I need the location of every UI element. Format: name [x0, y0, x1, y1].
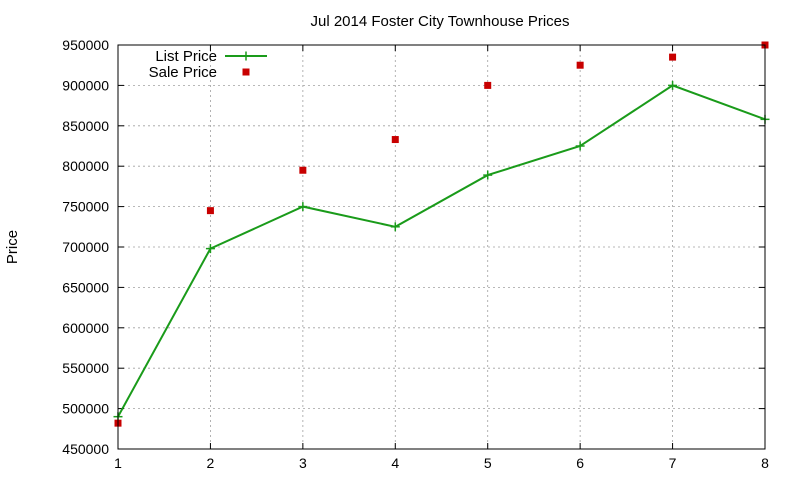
plot-frame	[117, 44, 766, 450]
y-tick-label: 550000	[62, 360, 109, 376]
list-price-point	[668, 80, 678, 90]
y-tick-label: 950000	[62, 37, 109, 53]
sale-price-point	[669, 53, 677, 61]
legend-label-sale-price: Sale Price	[149, 64, 217, 81]
x-tick-label: 3	[299, 455, 307, 471]
sale-price-point	[391, 136, 399, 144]
list-price-point	[483, 170, 493, 180]
sale-price-point	[299, 166, 307, 174]
sale-price-point	[206, 207, 214, 215]
sale-price-point	[576, 61, 584, 69]
list-price-point	[390, 222, 400, 232]
y-tick-label: 750000	[62, 199, 109, 215]
sale-price-point	[484, 81, 492, 89]
x-tick-label: 4	[391, 455, 399, 471]
y-tick-label: 500000	[62, 401, 109, 417]
y-tick-label: 650000	[62, 279, 109, 295]
x-tick-label: 7	[669, 455, 677, 471]
x-tick-label: 5	[484, 455, 492, 471]
y-tick-label: 450000	[62, 441, 109, 457]
x-tick-label: 1	[114, 455, 122, 471]
axis-ticks: 450000 500000 550000 600000 650000 700000 7500…	[62, 37, 769, 471]
list-price-point	[575, 141, 585, 151]
grid-lines	[118, 45, 765, 449]
series-layer	[113, 41, 770, 427]
y-tick-label: 700000	[62, 239, 109, 255]
y-tick-label: 850000	[62, 118, 109, 134]
x-tick-label: 8	[761, 455, 769, 471]
y-tick-label: 600000	[62, 320, 109, 336]
chart-title: Jul 2014 Foster City Townhouse Prices	[310, 13, 569, 30]
legend-marker-sale-price	[242, 68, 250, 76]
list-price-line	[117, 84, 766, 418]
list-price-point	[298, 202, 308, 212]
y-tick-label: 900000	[62, 77, 109, 93]
list-price-point	[205, 244, 215, 254]
y-axis-label: Price	[4, 230, 21, 264]
y-tick-label: 800000	[62, 158, 109, 174]
x-tick-label: 2	[207, 455, 215, 471]
x-tick-label: 6	[576, 455, 584, 471]
legend-marker-list-price	[241, 51, 251, 61]
legend-label-list-price: List Price	[155, 48, 217, 65]
